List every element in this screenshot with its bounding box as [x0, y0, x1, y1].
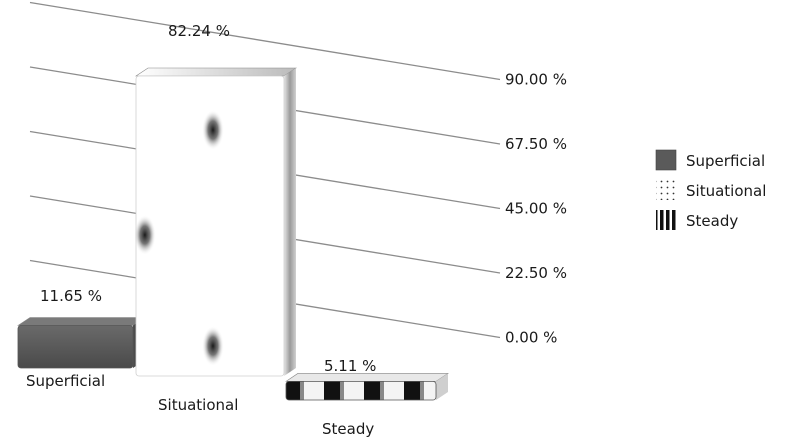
legend: Superficial Situational Steady — [655, 149, 766, 230]
y-tick-label: 90.00 % — [505, 71, 567, 89]
legend-swatch — [656, 210, 676, 230]
bar-situational-top — [135, 67, 297, 77]
legend-swatch — [655, 149, 677, 171]
bar-texture-blotch — [133, 215, 156, 255]
bar-texture-blotch — [201, 110, 224, 150]
y-tick-label: 67.50 % — [505, 135, 567, 153]
data-label: 5.11 % — [324, 357, 376, 375]
legend-label: Steady — [686, 212, 738, 230]
bar-steady-front — [285, 380, 437, 401]
legend-item: Superficial — [655, 149, 765, 171]
legend-swatch — [656, 180, 676, 200]
bar-situational-side — [284, 68, 296, 376]
y-tick-label: 45.00 % — [505, 200, 567, 218]
y-tick-label: 0.00 % — [505, 329, 557, 347]
data-label: 82.24 % — [168, 22, 230, 40]
gridline — [29, 1, 501, 81]
y-axis-ticks: 0.00 % 22.50 % 45.00 % 67.50 % 90.00 % — [505, 71, 567, 347]
bar-superficial-front — [17, 325, 134, 369]
category-label: Steady — [322, 420, 374, 437]
legend-item: Situational — [656, 180, 766, 200]
bar-superficial — [17, 317, 146, 369]
y-tick-label: 22.50 % — [505, 264, 567, 282]
bar-superficial-top — [17, 317, 146, 326]
bar-steady — [285, 373, 449, 401]
category-labels: Superficial Situational Steady — [26, 372, 374, 437]
bar-situational — [135, 67, 297, 377]
data-label: 11.65 % — [40, 287, 102, 305]
legend-label: Situational — [686, 182, 766, 200]
bars — [17, 67, 449, 401]
legend-item: Steady — [656, 210, 738, 230]
legend-label: Superficial — [686, 152, 765, 170]
bar-steady-side — [436, 373, 448, 400]
category-label: Situational — [158, 396, 238, 414]
data-labels: 11.65 % 82.24 % 5.11 % — [40, 22, 376, 375]
bar-texture-blotch — [201, 326, 224, 366]
category-label: Superficial — [26, 372, 105, 390]
